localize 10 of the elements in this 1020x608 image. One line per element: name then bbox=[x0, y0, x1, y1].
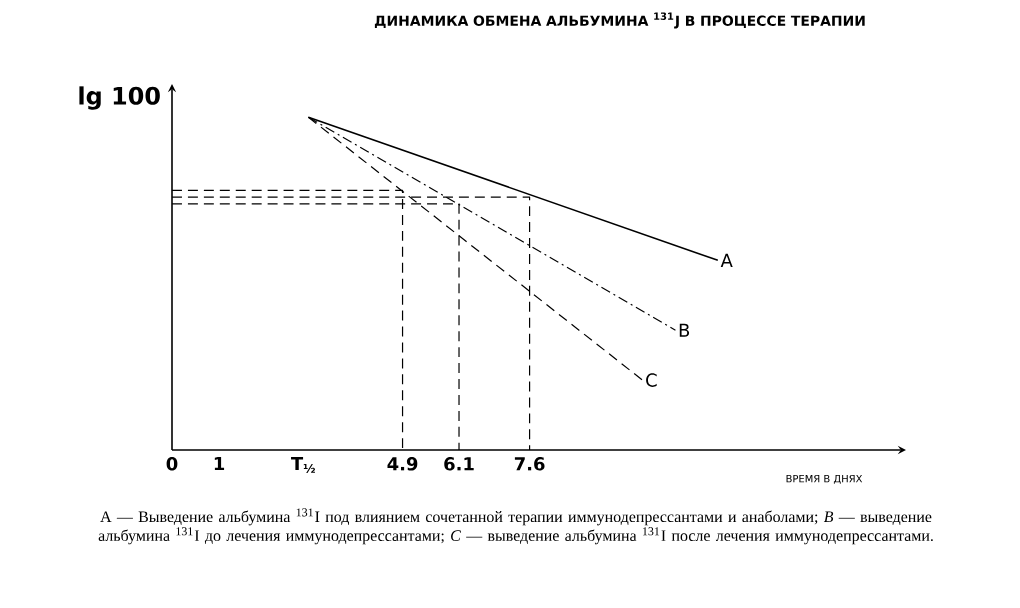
y-axis-title: lg 100 bbox=[79, 86, 160, 110]
x-tick-label: T$_{½}$ bbox=[291, 457, 315, 473]
series-label: C bbox=[646, 373, 657, 387]
series-label: B bbox=[679, 323, 690, 337]
x-tick-label: 4.9 bbox=[387, 457, 418, 471]
series-label: A bbox=[720, 253, 733, 267]
x-tick-label: 6.1 bbox=[444, 457, 474, 471]
x-tick-label: 0 bbox=[166, 457, 178, 471]
x-tick-label: 7.6 bbox=[514, 457, 545, 471]
x-tick-label: 1 bbox=[214, 457, 225, 471]
